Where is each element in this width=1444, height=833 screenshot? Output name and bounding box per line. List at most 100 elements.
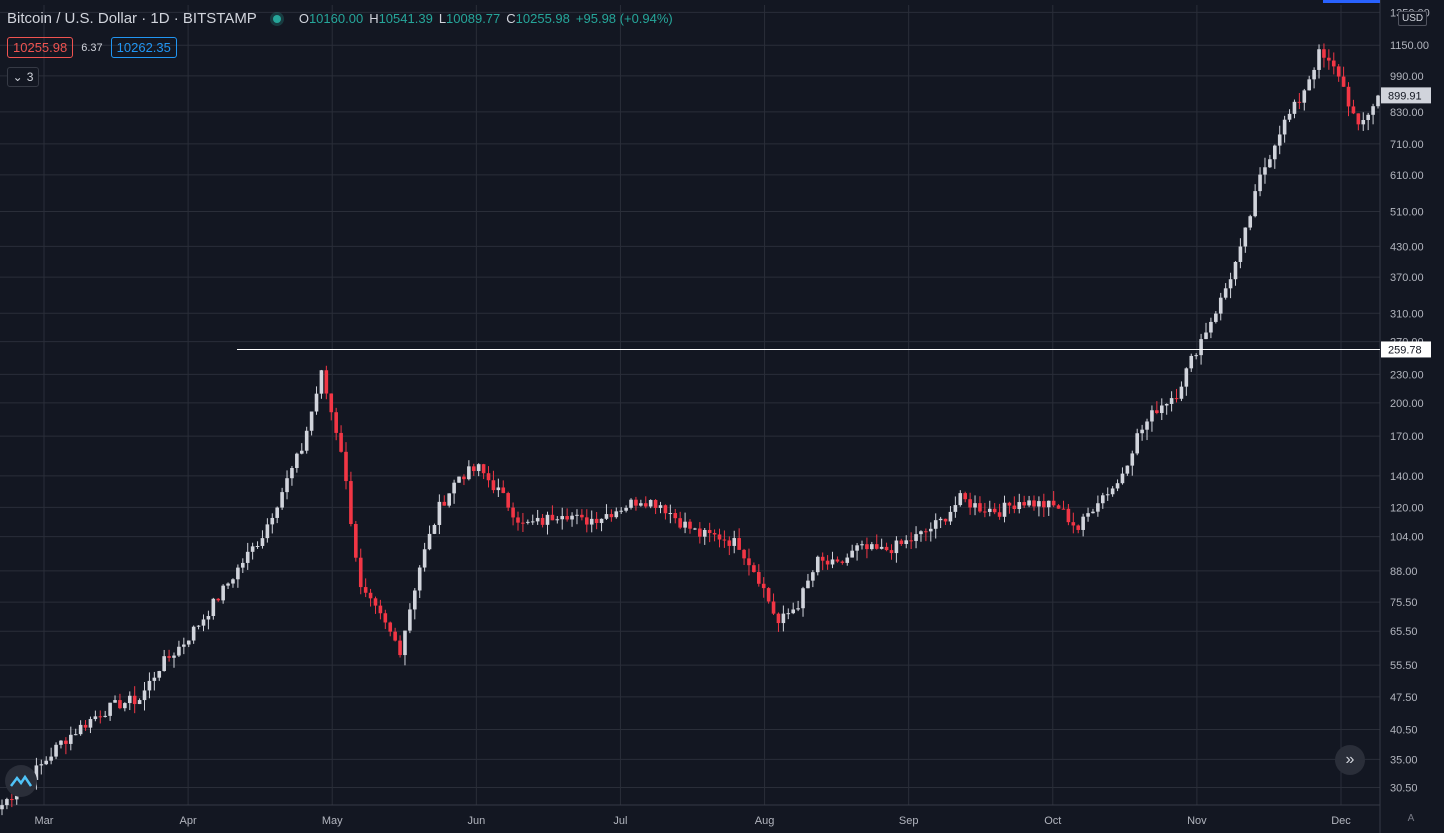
candle-body: [1096, 503, 1100, 512]
candle-body: [280, 492, 284, 508]
x-tick-label: Mar: [35, 815, 54, 827]
candle-body: [1204, 332, 1208, 340]
auto-scale-button[interactable]: A: [1407, 812, 1415, 824]
candle-body: [1076, 525, 1081, 530]
candle-body: [663, 505, 668, 514]
candle-body: [226, 583, 230, 586]
candle-body: [265, 524, 270, 539]
candle-body: [688, 521, 692, 529]
symbol-name[interactable]: Bitcoin / U.S. Dollar: [7, 10, 138, 27]
candle-body: [835, 559, 840, 562]
candle-body: [1228, 279, 1233, 289]
candle-body: [88, 719, 93, 728]
candle-body: [983, 511, 987, 513]
candle-body: [526, 521, 530, 523]
candle-body: [648, 500, 653, 507]
y-tick-label: 230.00: [1390, 369, 1424, 381]
candle-body: [530, 521, 535, 523]
candle-body: [1277, 134, 1282, 146]
candle-body: [924, 531, 928, 533]
candle-body: [201, 619, 206, 626]
candle-body: [1302, 90, 1307, 103]
candle-body: [1184, 368, 1189, 387]
tradingview-logo[interactable]: [5, 765, 37, 797]
last-price-tag: [1381, 87, 1431, 104]
horizontal-line-price-tag: [1381, 341, 1431, 358]
candle-body: [1071, 522, 1076, 526]
candle-body: [722, 539, 727, 541]
candle-body: [388, 622, 393, 632]
y-tick-label: 55.50: [1390, 660, 1418, 672]
x-tick-label: Jun: [467, 815, 485, 827]
candle-body: [354, 524, 358, 558]
indicator-count: 3: [26, 70, 34, 84]
x-tick-label: Aug: [755, 815, 775, 827]
symbol-title[interactable]: Bitcoin / U.S. Dollar · 1D · BITSTAMP: [7, 10, 257, 27]
candle-body: [1164, 403, 1169, 406]
candle-body: [432, 524, 437, 534]
candle-body: [1273, 145, 1277, 160]
y-tick-label: 510.00: [1390, 207, 1424, 219]
interval-label[interactable]: 1D: [150, 10, 170, 27]
candle-body: [840, 561, 845, 563]
sell-price-button[interactable]: 10255.98: [7, 37, 74, 58]
buy-price-button[interactable]: 10262.35: [110, 37, 177, 58]
candle-body: [1361, 120, 1366, 125]
candle-body: [653, 500, 658, 508]
candle-body: [1066, 508, 1071, 523]
candle-body: [10, 799, 14, 801]
candle-body: [889, 550, 894, 554]
candle-body: [93, 716, 98, 720]
candle-body: [594, 518, 599, 524]
candle-body: [285, 478, 289, 493]
candle-body: [599, 518, 604, 524]
candle-body: [1331, 60, 1336, 67]
candle-body: [899, 540, 904, 545]
candle-body: [1243, 227, 1248, 247]
y-tick-label: 370.00: [1390, 272, 1424, 284]
candle-body: [1268, 159, 1272, 168]
y-tick-label: 1150.00: [1390, 40, 1429, 52]
candle-body: [801, 588, 805, 609]
y-tick-label: 310.00: [1390, 308, 1424, 320]
x-tick-label: Apr: [180, 815, 197, 827]
scroll-to-realtime-button[interactable]: »: [1335, 745, 1365, 775]
candle-body: [791, 609, 795, 614]
candle-body: [545, 514, 550, 525]
x-tick-label: Jul: [613, 815, 627, 827]
candle-body: [540, 517, 545, 525]
candle-body: [997, 512, 1002, 517]
candle-body: [295, 453, 299, 469]
y-tick-label: 35.00: [1390, 754, 1418, 766]
candle-body: [250, 546, 255, 552]
candle-body: [1130, 453, 1135, 466]
horizontal-line-price-label: 259.78: [1388, 344, 1422, 356]
candle-body: [98, 716, 103, 718]
candle-body: [304, 430, 309, 451]
candle-body: [658, 505, 663, 508]
candle-body: [44, 760, 49, 765]
candle-body: [1307, 79, 1311, 91]
candle-body: [678, 518, 682, 528]
candle-body: [236, 567, 240, 580]
candle-body: [245, 551, 250, 563]
y-tick-label: 610.00: [1390, 170, 1424, 182]
candle-body: [462, 476, 466, 480]
candle-body: [727, 540, 732, 546]
close-label: C: [506, 11, 516, 26]
candle-body: [757, 572, 761, 584]
candle-body: [752, 565, 756, 573]
candle-body: [1366, 114, 1370, 121]
candle-body: [1351, 106, 1356, 114]
candle-body: [103, 715, 107, 717]
candle-body: [1155, 410, 1159, 414]
candle-body: [806, 580, 810, 589]
candle-body: [1376, 95, 1380, 107]
indicators-toggle[interactable]: ⌄ 3: [7, 67, 39, 87]
currency-label[interactable]: USD: [1398, 11, 1428, 26]
candle-body: [49, 756, 53, 761]
candle-body: [299, 450, 304, 454]
candle-body: [737, 538, 741, 550]
